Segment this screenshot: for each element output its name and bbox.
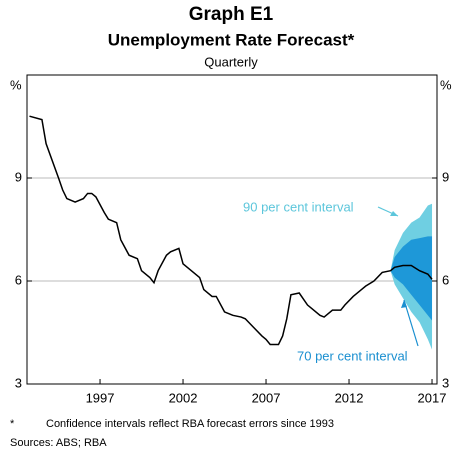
plot-frame <box>26 74 438 385</box>
y-tick-label-right: 9 <box>442 169 449 184</box>
y-tick-label-right: 3 <box>442 375 449 390</box>
x-tick-label: 1997 <box>86 390 115 405</box>
y-tick-label: 6 <box>15 272 22 287</box>
chart-subtitle: Unemployment Rate Forecast* <box>108 30 355 49</box>
confidence-band <box>390 236 433 321</box>
annotation-arrow <box>403 299 419 347</box>
band-label: 70 per cent interval <box>297 348 408 363</box>
chart-note: Quarterly <box>204 54 258 69</box>
line <box>29 115 433 346</box>
plot-area <box>27 115 437 385</box>
x-tick-label: 2007 <box>252 390 281 405</box>
y-tick-label: 3 <box>15 375 22 390</box>
x-tick-label: 2012 <box>335 390 364 405</box>
y-unit: % <box>10 77 22 92</box>
y-unit-right: % <box>440 77 452 92</box>
y-tick-label-right: 6 <box>442 272 449 287</box>
footnote-marker: * <box>10 418 15 430</box>
x-tick-label: 2017 <box>418 390 447 405</box>
chart-title: Graph E1 <box>189 4 274 25</box>
sources: Sources: ABS; RBA <box>10 437 107 449</box>
x-tick-label: 2002 <box>169 390 198 405</box>
arrow-head <box>401 300 407 308</box>
footnote: Confidence intervals reflect RBA forecas… <box>46 418 334 430</box>
y-tick-label: 9 <box>15 169 22 184</box>
arrow-head <box>390 211 398 216</box>
band-label: 90 per cent interval <box>243 199 354 214</box>
